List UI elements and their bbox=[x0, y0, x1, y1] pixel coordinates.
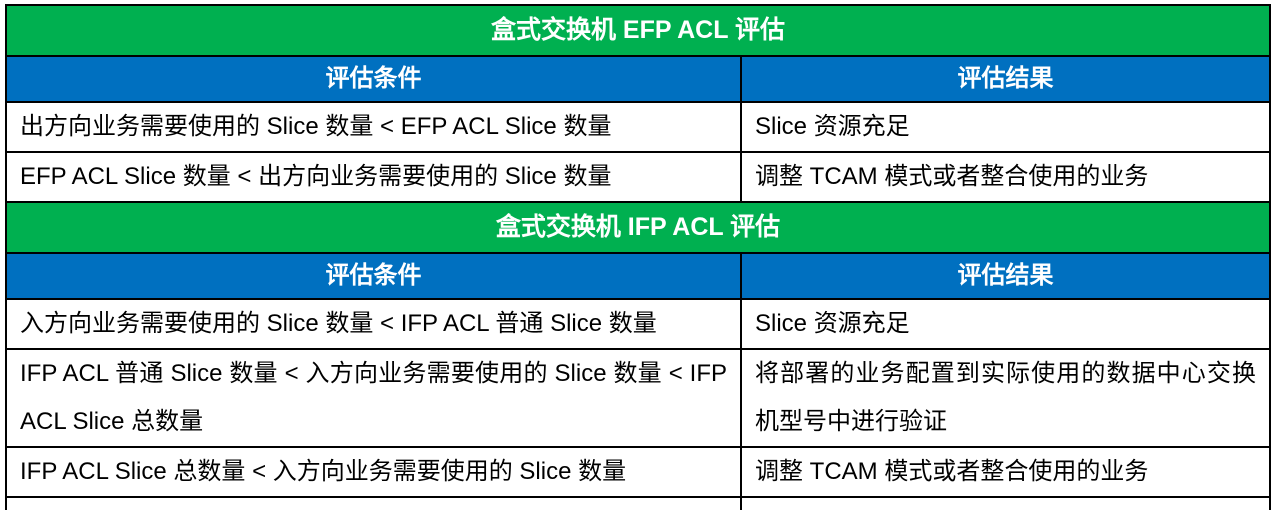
condition-cell: EFP ACL Slice 数量 < 出方向业务需要使用的 Slice 数量 bbox=[20, 163, 612, 190]
result-cell: 调整 TCAM 模式或者整合使用的业务 bbox=[740, 153, 1269, 201]
section-header-ifp: 盒式交换机 IFP ACL 评估 bbox=[7, 203, 1269, 254]
section-title-efp: 盒式交换机 EFP ACL 评估 bbox=[7, 6, 1269, 55]
result-cell: Slice 资源充足 bbox=[740, 103, 1269, 151]
result-cell bbox=[740, 498, 1269, 510]
result-cell: 将部署的业务配置到实际使用的数据中心交换机型号中进行验证 bbox=[740, 350, 1269, 446]
condition-cell: 出方向业务需要使用的 Slice 数量 < EFP ACL Slice 数量 bbox=[20, 113, 612, 140]
table-row: EFP ACL Slice 数量 < 出方向业务需要使用的 Slice 数量 调… bbox=[7, 153, 1269, 203]
column-header-row-efp: 评估条件 评估结果 bbox=[7, 57, 1269, 103]
column-header-result: 评估结果 bbox=[740, 254, 1269, 298]
table-row: 入方向业务需要使用的 Slice 数量 < IFP ACL 普通 Slice 数… bbox=[7, 300, 1269, 350]
condition-cell: 入方向业务需要使用的 Slice 数量 < IFP ACL 普通 Slice 数… bbox=[20, 310, 657, 337]
section-header-efp: 盒式交换机 EFP ACL 评估 bbox=[7, 6, 1269, 57]
section-title-ifp: 盒式交换机 IFP ACL 评估 bbox=[7, 203, 1269, 252]
column-header-condition: 评估条件 bbox=[325, 262, 422, 289]
column-header-row-ifp: 评估条件 评估结果 bbox=[7, 254, 1269, 300]
evaluation-table: 盒式交换机 EFP ACL 评估 评估条件 评估结果 出方向业务需要使用的 Sl… bbox=[5, 4, 1271, 510]
condition-cell: IFP ACL 普通 Slice 数量 < 入方向业务需要使用的 Slice 数… bbox=[20, 360, 727, 435]
table-row: 出方向业务需要使用的 Slice 数量 < EFP ACL Slice 数量 S… bbox=[7, 103, 1269, 153]
condition-cell bbox=[7, 498, 740, 510]
partial-row bbox=[7, 498, 1269, 510]
table-row: IFP ACL 普通 Slice 数量 < 入方向业务需要使用的 Slice 数… bbox=[7, 350, 1269, 448]
column-header-condition: 评估条件 bbox=[325, 65, 422, 92]
result-cell: 调整 TCAM 模式或者整合使用的业务 bbox=[740, 448, 1269, 496]
table-row: IFP ACL Slice 总数量 < 入方向业务需要使用的 Slice 数量 … bbox=[7, 448, 1269, 498]
result-cell: Slice 资源充足 bbox=[740, 300, 1269, 348]
condition-cell: IFP ACL Slice 总数量 < 入方向业务需要使用的 Slice 数量 bbox=[20, 458, 627, 485]
column-header-result: 评估结果 bbox=[740, 57, 1269, 101]
